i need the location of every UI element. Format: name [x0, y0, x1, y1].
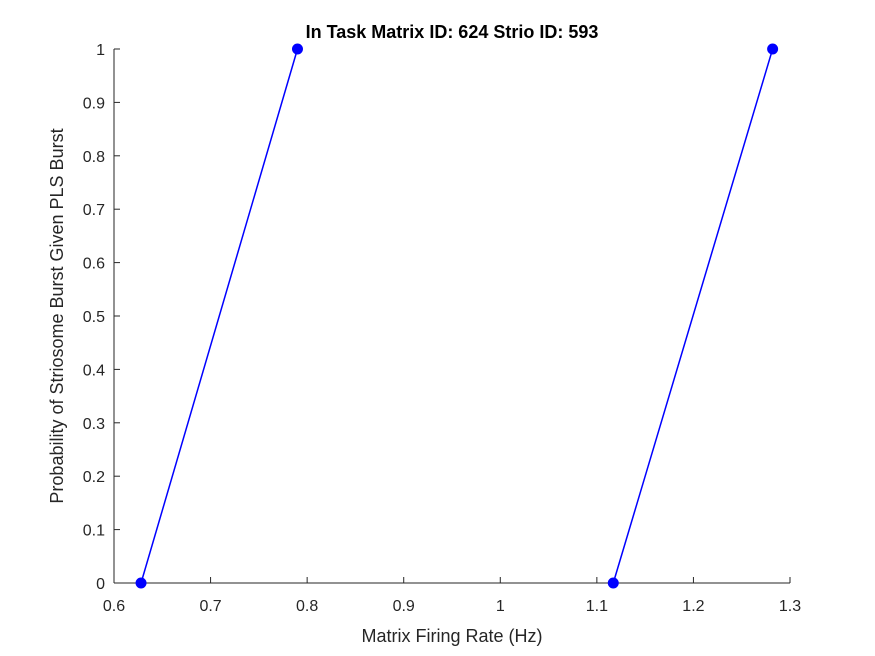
- y-tick-label: 0.8: [83, 149, 105, 166]
- y-tick-label: 0.4: [83, 362, 105, 379]
- x-tick-label: 1.2: [682, 598, 704, 615]
- y-tick-label: 0.9: [83, 95, 105, 112]
- y-axis-label: Probability of Striosome Burst Given PLS…: [47, 128, 67, 503]
- y-tick-label: 0: [96, 576, 105, 593]
- x-tick-label: 0.7: [199, 598, 221, 615]
- plot-area: [113, 49, 790, 584]
- x-axis-label: Matrix Firing Rate (Hz): [361, 626, 542, 646]
- y-tick-label: 0.2: [83, 469, 105, 486]
- x-tick-label: 0.6: [103, 598, 125, 615]
- data-point: [291, 43, 303, 55]
- y-tick-label: 0.3: [83, 416, 105, 433]
- x-tick-label: 1: [496, 598, 505, 615]
- y-tick-label: 0.7: [83, 202, 105, 219]
- data-point: [135, 577, 147, 589]
- series-line: [612, 48, 774, 584]
- y-tick-label: 0.1: [83, 523, 105, 540]
- x-tick-label: 0.9: [393, 598, 415, 615]
- y-tick-label: 1: [96, 42, 105, 59]
- data-point: [607, 577, 619, 589]
- series-line: [140, 48, 299, 584]
- x-tick-label: 1.3: [779, 598, 801, 615]
- chart-title: In Task Matrix ID: 624 Strio ID: 593: [306, 22, 599, 42]
- y-tick-label: 0.5: [83, 309, 105, 326]
- x-tick-label: 1.1: [586, 598, 608, 615]
- y-tick-label: 0.6: [83, 256, 105, 273]
- ticks-layer: 0.6 0.7 0.8 0.9 1 1.1 1.2 1.3 0 0.1 0.2 0.3 0.4 0.5 0.…: [83, 42, 801, 615]
- data-point: [767, 43, 779, 55]
- x-tick-label: 0.8: [296, 598, 318, 615]
- series-layer: [135, 43, 779, 589]
